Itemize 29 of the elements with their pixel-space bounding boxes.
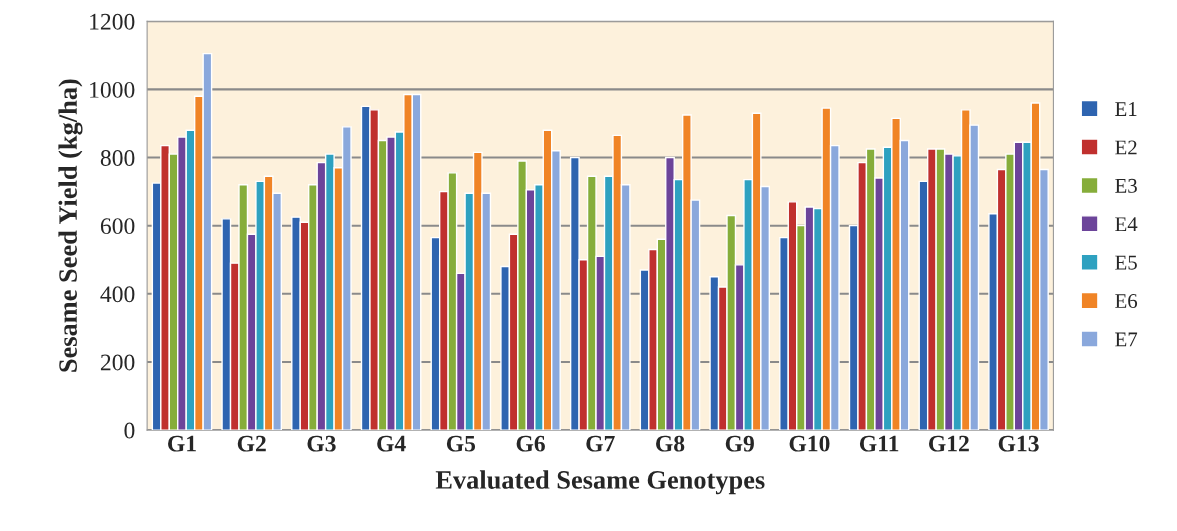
x-tick-label: G5 bbox=[446, 435, 476, 452]
legend-label: E3 bbox=[1115, 178, 1137, 193]
x-tick-label: G7 bbox=[586, 435, 615, 452]
x-tick-label: G2 bbox=[237, 435, 266, 452]
x-tick-label: G9 bbox=[725, 435, 754, 452]
x-tick-label: G11 bbox=[859, 435, 899, 452]
x-tick-label: G4 bbox=[377, 435, 406, 452]
y-tick-label: 0 bbox=[124, 422, 135, 439]
y-tick-label: 600 bbox=[100, 218, 135, 235]
x-tick-label: G12 bbox=[929, 435, 969, 452]
y-tick-label: 400 bbox=[100, 286, 135, 303]
x-tick-label: G10 bbox=[789, 435, 830, 452]
x-tick-label: G8 bbox=[656, 435, 685, 452]
legend-label: E1 bbox=[1115, 102, 1137, 116]
x-tick-label: G13 bbox=[998, 435, 1039, 452]
x-tick-label: G3 bbox=[307, 435, 336, 452]
y-tick-label: 1200 bbox=[90, 13, 135, 30]
y-tick-label: 800 bbox=[100, 150, 135, 166]
x-tick-label: G6 bbox=[516, 435, 545, 452]
legend-label: E4 bbox=[1115, 217, 1138, 232]
y-tick-label: 200 bbox=[100, 354, 135, 371]
y-tick-label: 1000 bbox=[90, 81, 135, 98]
x-axis-title: Evaluated Sesame Genotypes bbox=[435, 470, 765, 495]
y-axis-title: Sesame Seed Yield (kg/ha) bbox=[58, 79, 83, 372]
legend-label: E6 bbox=[1115, 294, 1138, 309]
legend-label: E7 bbox=[1115, 332, 1138, 347]
x-tick-label: G1 bbox=[168, 435, 196, 452]
legend-label: E5 bbox=[1115, 255, 1137, 270]
legend-label: E2 bbox=[1115, 140, 1137, 155]
